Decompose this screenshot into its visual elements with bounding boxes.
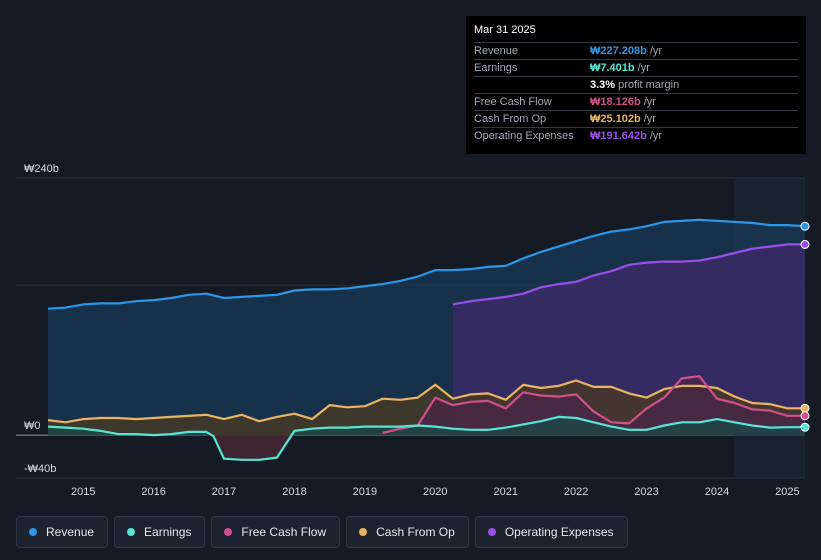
x-tick-label-2017: 2017 [212, 486, 236, 498]
tooltip-row-value: ₩25.102b [590, 113, 641, 125]
tooltip-row-label: Free Cash Flow [474, 96, 552, 108]
legend-label: Revenue [46, 525, 95, 539]
x-tick-label-2021: 2021 [493, 486, 517, 498]
legend-label: Operating Expenses [504, 525, 614, 539]
tooltip-rows: Revenue ₩227.208b/yr Earnings ₩7.401b/yr 3.3… [474, 42, 798, 144]
y-tick-label-1: ₩0 [24, 420, 41, 432]
revenue-end-marker [800, 221, 810, 231]
tooltip-row-value: ₩18.126b [590, 96, 641, 108]
tooltip-row: 3.3% profit margin [474, 76, 798, 93]
tooltip-row-unit: /yr [643, 113, 656, 125]
x-tick-label-2016: 2016 [141, 486, 165, 498]
tooltip-row-unit: profit margin [618, 79, 680, 91]
x-tick-label-2022: 2022 [564, 486, 588, 498]
legend-item-cash-from-op[interactable]: Cash From Op [346, 516, 469, 548]
legend-label: Free Cash Flow [241, 525, 327, 539]
tooltip-row-value: 3.3% [590, 79, 616, 91]
legend-label: Cash From Op [376, 525, 455, 539]
x-tick-label-2018: 2018 [282, 486, 306, 498]
earnings-line [47, 415, 805, 461]
tooltip-row: Revenue ₩227.208b/yr [474, 42, 798, 59]
legend-dot-icon [359, 528, 368, 536]
chart-legend: Revenue Earnings Free Cash Flow Cash From O… [16, 516, 628, 548]
legend-item-operating-expenses[interactable]: Operating Expenses [474, 516, 628, 548]
x-tick-label-2025: 2025 [775, 486, 799, 498]
x-tick-label-2020: 2020 [423, 486, 447, 498]
free-cash-flow-area [382, 376, 805, 436]
operating-expenses-line [452, 243, 805, 306]
tooltip-row: Earnings ₩7.401b/yr [474, 59, 798, 76]
tooltip-row: Free Cash Flow ₩18.126b/yr [474, 93, 798, 110]
legend-item-free-cash-flow[interactable]: Free Cash Flow [211, 516, 341, 548]
legend-label: Earnings [144, 525, 192, 539]
tooltip-row-value: ₩227.208b [590, 45, 647, 57]
x-tick-label-2019: 2019 [353, 486, 377, 498]
tooltip-row-unit: /yr [643, 96, 656, 108]
legend-item-revenue[interactable]: Revenue [16, 516, 109, 548]
tooltip-row-label: Operating Expenses [474, 130, 574, 142]
tooltip-row: Operating Expenses ₩191.642b/yr [474, 127, 798, 144]
tooltip-date: Mar 31 2025 [474, 24, 536, 36]
x-tick-label-2015: 2015 [71, 486, 95, 498]
tooltip-row-label: Revenue [474, 45, 519, 57]
x-tick-label-2024: 2024 [705, 486, 729, 498]
tooltip-row-unit: /yr [649, 130, 663, 142]
tooltip-row-unit: /yr [649, 45, 663, 57]
y-tick-label-0: ₩240b [24, 163, 59, 175]
tooltip-row-label: Earnings [474, 62, 518, 74]
tooltip-row-value: ₩7.401b [590, 62, 635, 74]
x-tick-label-2023: 2023 [634, 486, 658, 498]
tooltip-row-label [474, 77, 590, 93]
tooltip-row-label: Cash From Op [474, 113, 547, 125]
legend-dot-icon [127, 528, 136, 536]
legend-dot-icon [487, 528, 496, 536]
earnings-negative-area [206, 435, 295, 460]
y-tick-label-2: -₩40b [24, 463, 56, 475]
legend-dot-icon [224, 528, 233, 536]
tooltip-row-unit: /yr [637, 62, 650, 74]
revenue-line [47, 218, 806, 310]
tooltip-row: Cash From Op ₩25.102b/yr [474, 110, 798, 127]
operating-expenses-end-marker [800, 239, 810, 249]
data-tooltip: Mar 31 2025 Revenue ₩227.208b/yr Earnings ₩… [466, 16, 806, 154]
free-cash-flow-end-marker [800, 411, 810, 421]
tooltip-row-value: ₩191.642b [590, 130, 647, 142]
cash-from-op-line [47, 379, 805, 424]
legend-item-earnings[interactable]: Earnings [114, 516, 206, 548]
legend-dot-icon [29, 528, 37, 536]
cash-from-op-end-marker [800, 403, 810, 413]
earnings-end-marker [800, 422, 810, 432]
free-cash-flow-line [382, 375, 805, 435]
